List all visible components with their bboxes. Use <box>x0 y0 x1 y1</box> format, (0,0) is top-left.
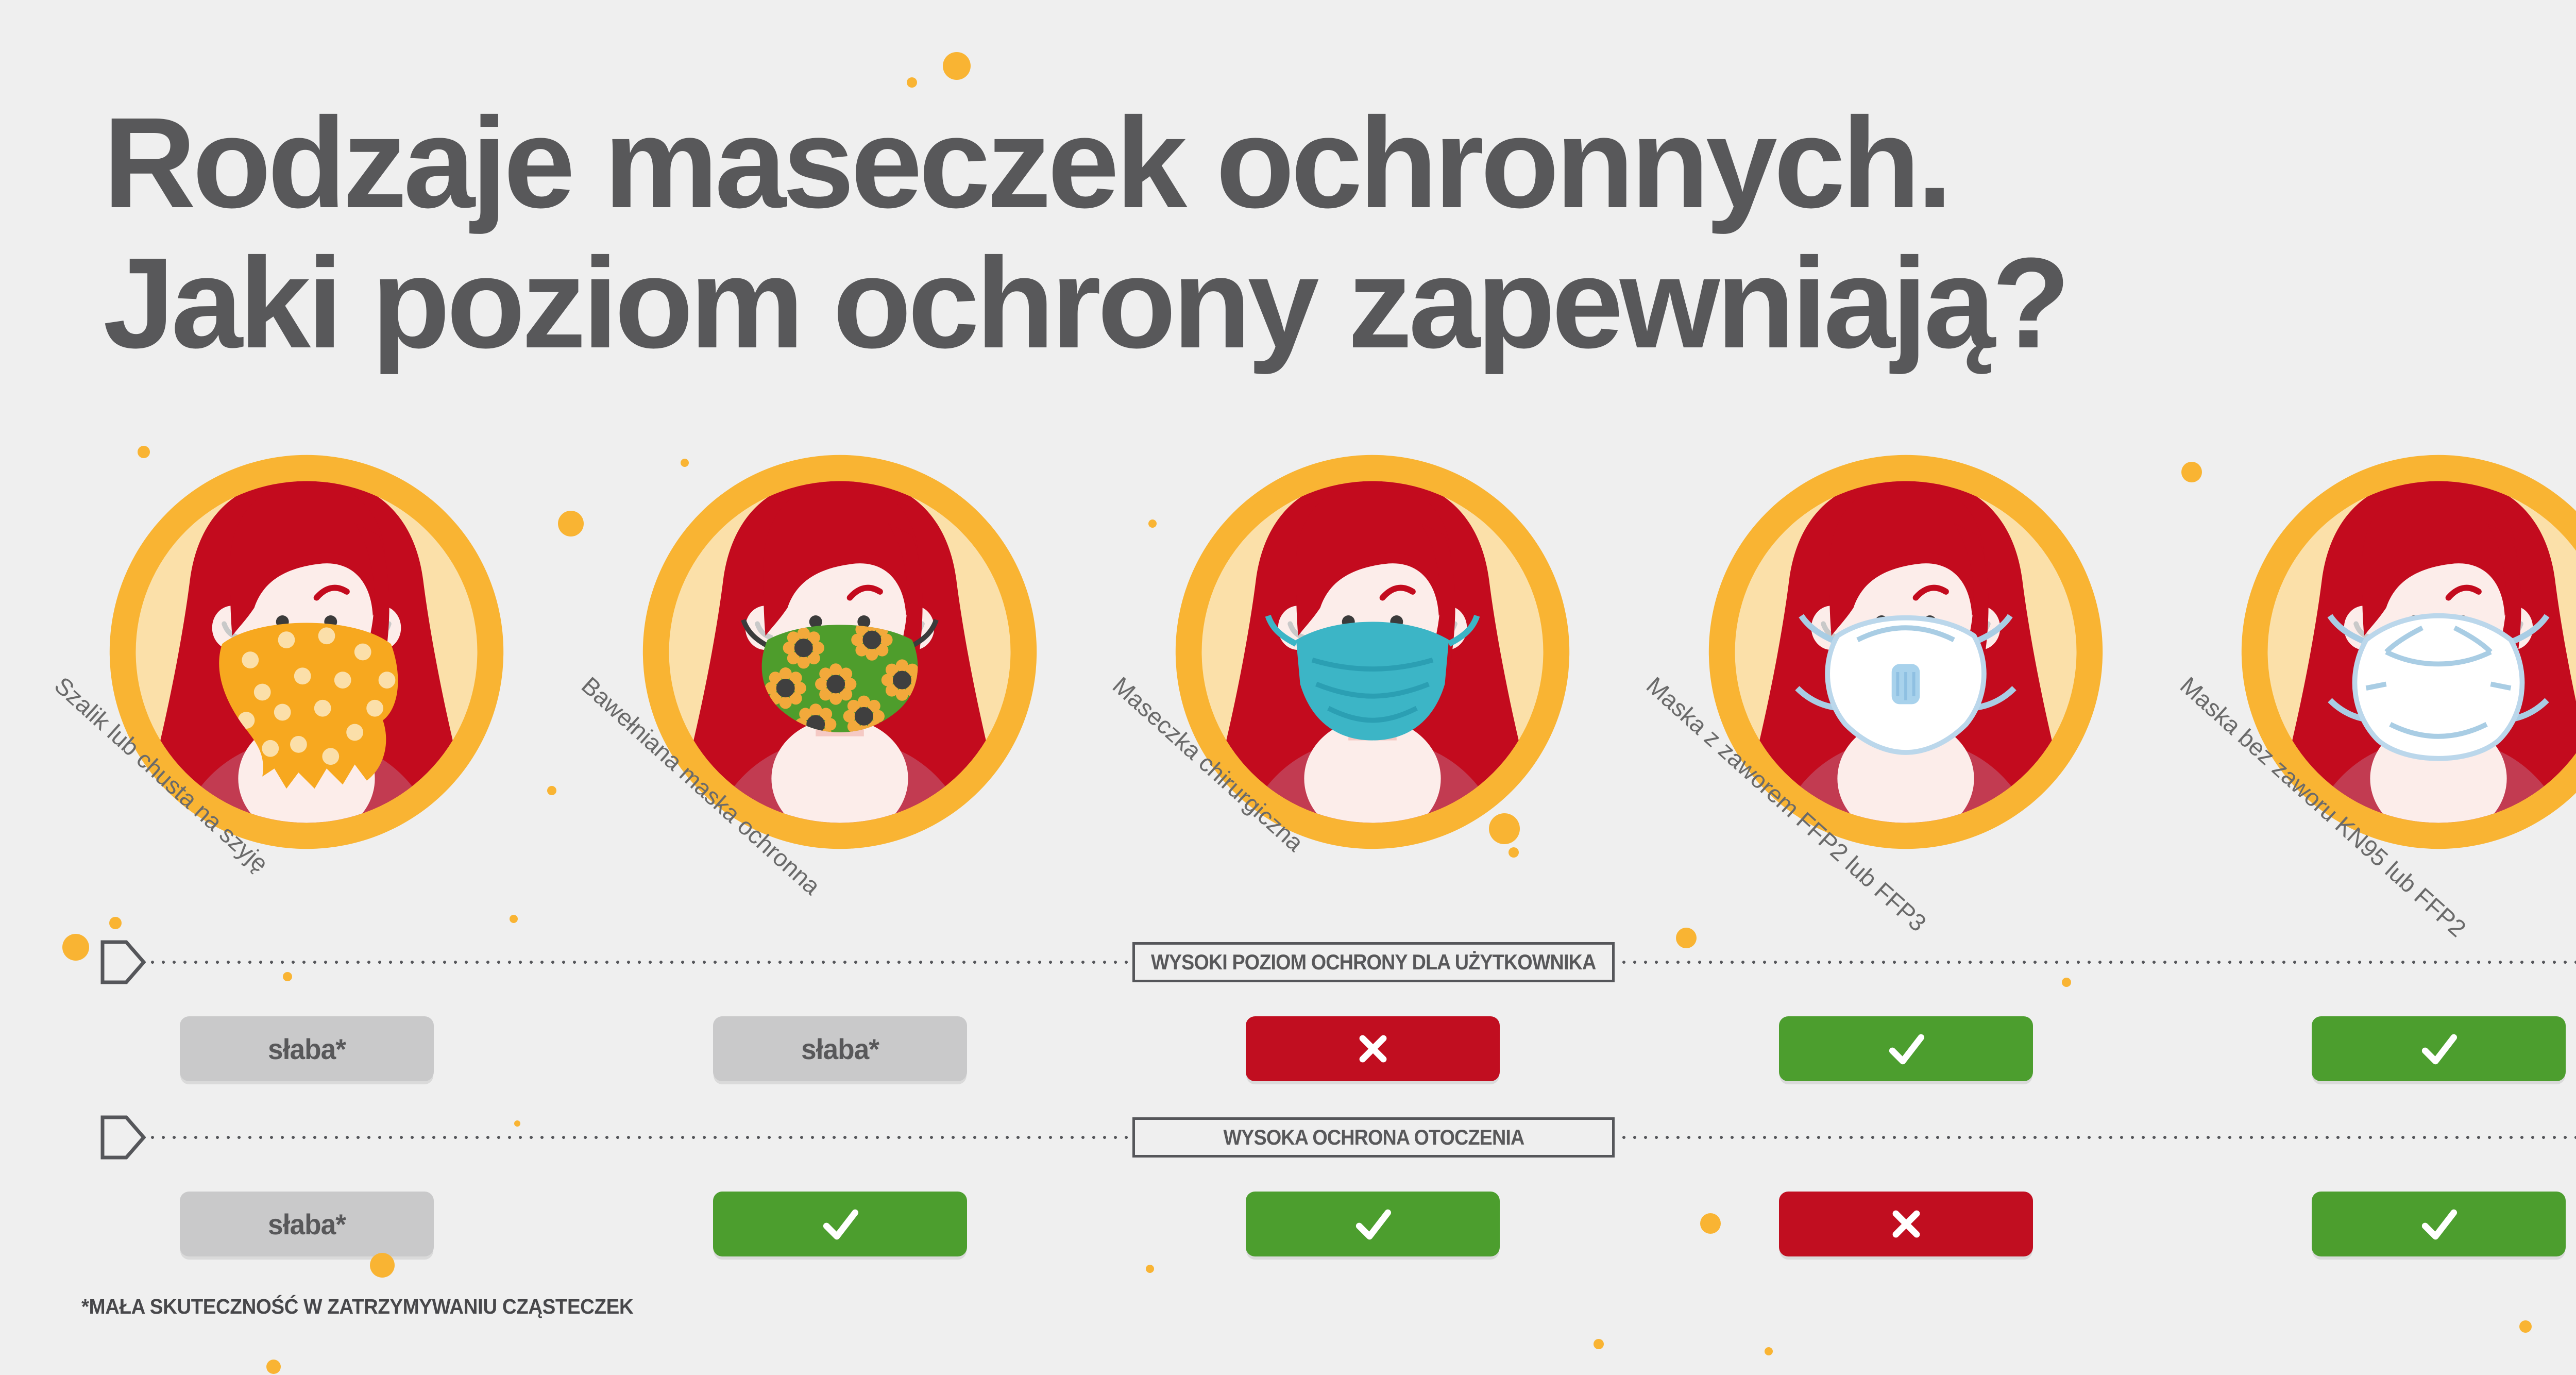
divider-label-environment-protection: WYSOKA OCHRONA OTOCZENIA <box>1132 1117 1615 1158</box>
rating-badge <box>2312 1016 2566 1081</box>
rating-badge: słaba* <box>713 1016 967 1081</box>
page-title: Rodzaje maseczek ochronnych. Jaki poziom… <box>103 91 2071 375</box>
rating-badge: słaba* <box>180 1016 434 1081</box>
avatar-scarf-illustration <box>106 451 507 853</box>
decor-dot <box>1509 847 1519 858</box>
decor-dot <box>109 917 122 929</box>
decor-dot <box>943 52 971 80</box>
avatar-surgical-icon <box>1175 455 1570 849</box>
rating-badge <box>1246 1192 1500 1256</box>
decor-dot <box>2519 1320 2532 1333</box>
decor-dot <box>510 915 518 923</box>
decor-dot <box>2062 978 2071 987</box>
avatar-kn95-icon <box>2241 455 2576 849</box>
badge-text: słaba* <box>801 1032 879 1065</box>
decor-dot <box>283 972 292 981</box>
decor-dot <box>1148 519 1157 528</box>
decor-dot <box>1700 1213 1721 1234</box>
decor-dot <box>907 77 917 88</box>
rating-badge <box>1779 1016 2033 1081</box>
chevron-right-icon <box>100 1115 146 1160</box>
check-icon <box>2421 1034 2457 1065</box>
page-title-line2: Jaki poziom ochrony zapewniają? <box>103 231 2071 375</box>
decor-dot <box>681 459 689 467</box>
avatar-valve-icon <box>1708 455 2103 849</box>
rating-badge <box>1779 1192 2033 1256</box>
decor-dot <box>1594 1339 1604 1349</box>
badge-text: słaba* <box>267 1032 346 1065</box>
avatar-kn95-illustration <box>2238 451 2576 853</box>
chevron-right-icon <box>100 940 146 984</box>
cross-icon <box>1359 1035 1386 1063</box>
decor-dot <box>558 511 584 536</box>
decor-dot <box>62 934 89 961</box>
footnote: *MAŁA SKUTECZNOŚĆ W ZATRZYMYWANIU CZĄSTE… <box>81 1295 634 1318</box>
rating-badge <box>1246 1016 1500 1081</box>
rating-badge <box>2312 1192 2566 1256</box>
decor-dot <box>1146 1265 1154 1273</box>
divider-label-user-protection: WYSOKI POZIOM OCHRONY DLA UŻYTKOWNIKA <box>1132 942 1615 982</box>
cross-icon <box>1892 1210 1920 1238</box>
avatar-valve-illustration <box>1705 451 2107 853</box>
decor-dot <box>514 1120 520 1127</box>
decor-dot <box>266 1360 281 1374</box>
avatar-surgical-illustration <box>1172 451 1573 853</box>
rating-badge <box>713 1192 967 1256</box>
decor-dot <box>2181 462 2202 482</box>
rating-badge: słaba* <box>180 1192 434 1256</box>
decor-dot <box>370 1253 395 1278</box>
decor-dot <box>138 446 150 458</box>
check-icon <box>823 1209 858 1240</box>
check-icon <box>2421 1209 2457 1240</box>
decor-dot <box>1489 813 1520 844</box>
page-title-line1: Rodzaje maseczek ochronnych. <box>103 91 1953 234</box>
avatar-cotton-illustration <box>639 451 1041 853</box>
decor-dot <box>547 786 556 795</box>
badge-text: słaba* <box>267 1208 346 1240</box>
decor-dot <box>1765 1347 1773 1355</box>
check-icon <box>1889 1034 1924 1065</box>
decor-dot <box>1676 928 1697 948</box>
avatar-scarf-icon <box>109 455 504 849</box>
check-icon <box>1355 1209 1391 1240</box>
avatar-cotton-icon <box>642 455 1037 849</box>
